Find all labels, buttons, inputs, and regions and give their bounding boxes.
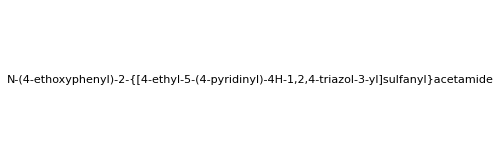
Text: N-(4-ethoxyphenyl)-2-{[4-ethyl-5-(4-pyridinyl)-4H-1,2,4-triazol-3-yl]sulfanyl}ac: N-(4-ethoxyphenyl)-2-{[4-ethyl-5-(4-pyri… [7, 76, 494, 85]
